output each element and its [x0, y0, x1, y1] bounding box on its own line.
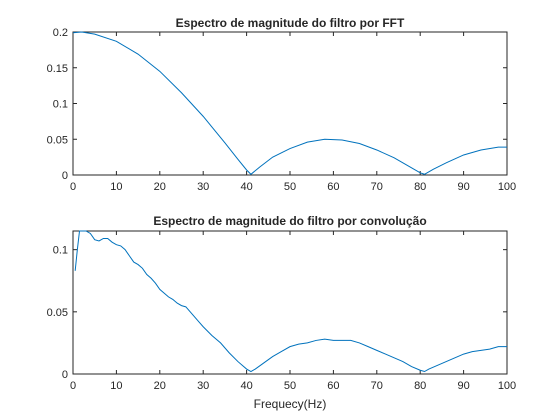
y-tick-label: 0.15: [47, 63, 68, 75]
x-tick-label: 100: [498, 380, 516, 392]
x-tick-label: 90: [457, 380, 469, 392]
axis-ticks: 0 10 20 30 40 50 60 70 80 90 100 0 0.05 0.1 0.15 0.2: [47, 27, 517, 193]
x-tick-label: 50: [284, 181, 296, 193]
x-tick-label: 90: [457, 181, 469, 193]
x-tick-label: 0: [70, 380, 76, 392]
y-tick-label: 0.2: [53, 27, 68, 39]
y-tick-label: 0.1: [53, 99, 68, 111]
y-tick-label: 0: [62, 170, 68, 182]
x-tick-label: 80: [414, 181, 426, 193]
x-tick-label: 10: [110, 181, 122, 193]
x-tick-label: 60: [327, 181, 339, 193]
x-tick-label: 40: [240, 181, 252, 193]
x-tick-label: 80: [414, 380, 426, 392]
x-tick-label: 70: [371, 380, 383, 392]
x-tick-label: 30: [197, 181, 209, 193]
fft-magnitude-chart: Espectro de magnitude do filtro por FFT …: [47, 16, 517, 193]
y-tick-label: 0.1: [53, 245, 68, 257]
axis-ticks: 0 10 20 30 40 50 60 70 80 90 100 0 0.05 0.1: [47, 231, 516, 392]
x-tick-label: 60: [327, 380, 339, 392]
y-tick-label: 0: [62, 369, 68, 381]
x-tick-label: 100: [498, 181, 516, 193]
fft-magnitude-line: [72, 31, 507, 175]
x-tick-label: 10: [110, 380, 122, 392]
chart-title: Espectro de magnitude do filtro por FFT: [176, 16, 405, 30]
x-tick-label: 0: [70, 181, 76, 193]
x-tick-label: 20: [154, 380, 166, 392]
x-tick-label: 20: [154, 181, 166, 193]
x-tick-label: 50: [284, 380, 296, 392]
y-tick-label: 0.05: [47, 134, 68, 146]
convolution-magnitude-chart: Espectro de magnitude do filtro por conv…: [47, 214, 517, 411]
chart-title: Espectro de magnitude do filtro por conv…: [153, 214, 426, 228]
x-tick-label: 30: [197, 380, 209, 392]
x-axis-label: Frequecy(Hz): [254, 397, 327, 411]
y-tick-label: 0.05: [47, 307, 68, 319]
x-tick-label: 40: [240, 380, 252, 392]
convolution-magnitude-line: [74, 230, 507, 373]
x-tick-label: 70: [371, 181, 383, 193]
